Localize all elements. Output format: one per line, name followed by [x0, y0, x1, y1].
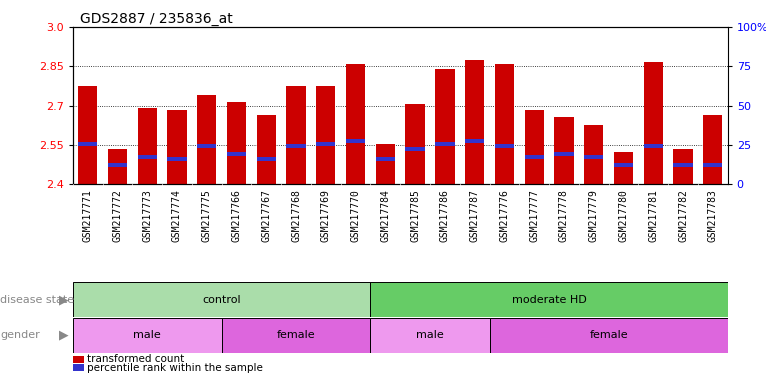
Bar — [405, 147, 425, 151]
Text: male: male — [416, 330, 444, 340]
Text: GSM217770: GSM217770 — [351, 189, 361, 242]
Bar — [286, 86, 306, 184]
Text: GSM217786: GSM217786 — [440, 189, 450, 242]
Text: ▶: ▶ — [59, 293, 69, 306]
Bar — [257, 115, 276, 184]
Bar — [346, 139, 365, 143]
Text: GSM217768: GSM217768 — [291, 189, 301, 242]
Text: GSM217783: GSM217783 — [708, 189, 718, 242]
Bar — [673, 149, 692, 184]
Text: GSM217787: GSM217787 — [470, 189, 480, 242]
Bar — [614, 152, 633, 184]
Bar — [78, 86, 97, 184]
Bar — [197, 95, 217, 184]
Bar — [316, 142, 336, 146]
Bar — [703, 115, 722, 184]
Bar — [108, 149, 127, 184]
Text: GSM217775: GSM217775 — [201, 189, 211, 242]
Bar — [227, 102, 246, 184]
Bar — [495, 144, 514, 148]
Text: GSM217781: GSM217781 — [648, 189, 658, 242]
Text: GSM217782: GSM217782 — [678, 189, 688, 242]
Bar — [197, 144, 217, 148]
Bar — [73, 282, 371, 317]
Bar — [555, 152, 574, 156]
Bar — [435, 69, 454, 184]
Text: GSM217773: GSM217773 — [142, 189, 152, 242]
Bar — [489, 318, 728, 353]
Bar — [435, 142, 454, 146]
Bar — [227, 152, 246, 156]
Text: GSM217771: GSM217771 — [83, 189, 93, 242]
Text: GSM217785: GSM217785 — [410, 189, 420, 242]
Bar — [138, 155, 157, 159]
Text: percentile rank within the sample: percentile rank within the sample — [87, 363, 263, 373]
Bar — [346, 64, 365, 184]
Bar — [316, 86, 336, 184]
Text: GSM217772: GSM217772 — [113, 189, 123, 242]
Text: moderate HD: moderate HD — [512, 295, 587, 305]
Bar — [584, 125, 604, 184]
Bar — [375, 157, 395, 162]
Text: disease state: disease state — [0, 295, 74, 305]
Bar — [643, 144, 663, 148]
Bar — [584, 155, 604, 159]
Text: GSM217776: GSM217776 — [499, 189, 509, 242]
Bar — [495, 64, 514, 184]
Text: male: male — [133, 330, 161, 340]
Bar — [286, 144, 306, 148]
Bar — [73, 318, 221, 353]
Bar — [525, 109, 544, 184]
Bar — [614, 162, 633, 167]
Bar — [221, 318, 371, 353]
Text: GSM217774: GSM217774 — [172, 189, 182, 242]
Bar — [167, 109, 187, 184]
Bar — [78, 142, 97, 146]
Text: GDS2887 / 235836_at: GDS2887 / 235836_at — [80, 12, 233, 25]
Bar — [257, 157, 276, 162]
Bar — [405, 104, 425, 184]
Bar — [673, 162, 692, 167]
Bar — [108, 162, 127, 167]
Text: GSM217780: GSM217780 — [618, 189, 629, 242]
Text: female: female — [277, 330, 316, 340]
Text: transformed count: transformed count — [87, 354, 184, 364]
Bar — [703, 162, 722, 167]
Text: ▶: ▶ — [59, 329, 69, 342]
Text: GSM217779: GSM217779 — [589, 189, 599, 242]
Text: GSM217784: GSM217784 — [381, 189, 391, 242]
Bar — [465, 139, 484, 143]
Bar — [375, 144, 395, 184]
Bar — [167, 157, 187, 162]
Text: gender: gender — [0, 330, 40, 340]
Text: female: female — [589, 330, 628, 340]
Bar — [465, 60, 484, 184]
Bar — [371, 282, 728, 317]
Text: GSM217766: GSM217766 — [231, 189, 241, 242]
Text: GSM217777: GSM217777 — [529, 189, 539, 242]
Bar — [525, 155, 544, 159]
Bar — [138, 108, 157, 184]
Bar — [555, 118, 574, 184]
Text: GSM217767: GSM217767 — [261, 189, 271, 242]
Text: control: control — [202, 295, 241, 305]
Bar — [371, 318, 489, 353]
Text: GSM217778: GSM217778 — [559, 189, 569, 242]
Text: GSM217769: GSM217769 — [321, 189, 331, 242]
Bar — [643, 62, 663, 184]
